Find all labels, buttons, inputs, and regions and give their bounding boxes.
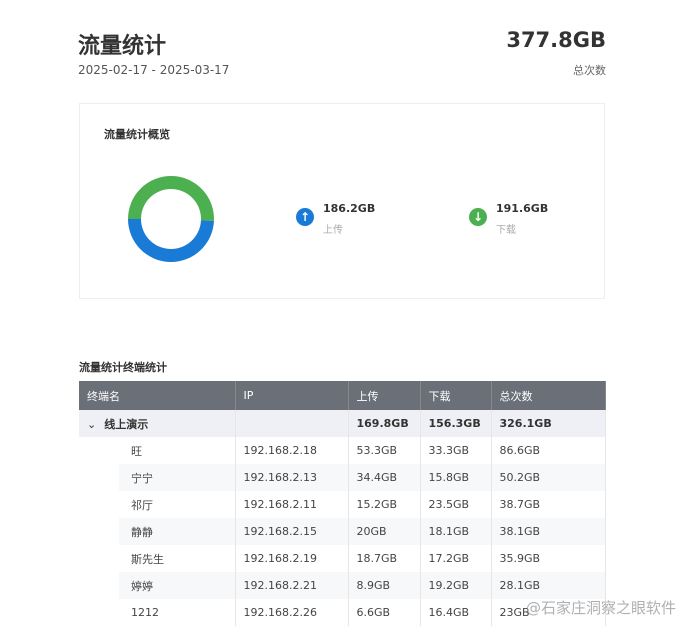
cell-upload: 53.3GB xyxy=(348,437,421,464)
overview-title: 流量统计概览 xyxy=(104,128,170,141)
table-row[interactable]: 宁宁 192.168.2.13 34.4GB 15.8GB 50.2GB xyxy=(79,464,606,491)
donut-segment-upload xyxy=(128,219,214,262)
arrow-up-icon: ↑ xyxy=(296,208,314,226)
chevron-down-icon[interactable]: ⌄ xyxy=(87,417,97,431)
cell-name: 宁宁 xyxy=(79,464,236,491)
cell-total: 23GB xyxy=(491,599,606,626)
donut-segment-download xyxy=(128,175,214,221)
group-download: 156.3GB xyxy=(420,410,492,437)
table-row[interactable]: 斯先生 192.168.2.19 18.7GB 17.2GB 35.9GB xyxy=(79,545,606,572)
group-name: 线上演示 xyxy=(104,417,149,431)
cell-download: 15.8GB xyxy=(420,464,492,491)
download-label: 下载 xyxy=(496,225,516,236)
cell-upload: 6.6GB xyxy=(348,599,421,626)
cell-total: 38.7GB xyxy=(491,491,606,518)
cell-name: 旺 xyxy=(79,437,236,464)
cell-ip: 192.168.2.26 xyxy=(235,599,349,626)
date-range: 2025-02-17 - 2025-03-17 xyxy=(78,63,230,77)
cell-download: 19.2GB xyxy=(420,572,492,599)
cell-ip: 192.168.2.21 xyxy=(235,572,349,599)
table-row[interactable]: 婷婷 192.168.2.21 8.9GB 19.2GB 28.1GB xyxy=(79,572,606,599)
cell-download: 17.2GB xyxy=(420,545,492,572)
total-label: 总次数 xyxy=(573,64,606,77)
cell-download: 16.4GB xyxy=(420,599,492,626)
table-title: 流量统计终端统计 xyxy=(79,361,167,374)
cell-ip: 192.168.2.19 xyxy=(235,545,349,572)
total-value: 377.8GB xyxy=(506,28,606,52)
cell-total: 28.1GB xyxy=(491,572,606,599)
cell-total: 50.2GB xyxy=(491,464,606,491)
arrow-down-icon: ↓ xyxy=(469,208,487,226)
cell-upload: 18.7GB xyxy=(348,545,421,572)
group-row[interactable]: ⌄ 线上演示 169.8GB 156.3GB 326.1GB xyxy=(79,410,606,437)
upload-stat: ↑ 186.2GB 上传 xyxy=(296,202,375,236)
upload-value: 186.2GB xyxy=(323,202,376,215)
cell-upload: 15.2GB xyxy=(348,491,421,518)
cell-download: 33.3GB xyxy=(420,437,492,464)
col-header-upload[interactable]: 上传 xyxy=(348,381,421,410)
table-row[interactable]: 祁厅 192.168.2.11 15.2GB 23.5GB 38.7GB xyxy=(79,491,606,518)
col-header-download[interactable]: 下载 xyxy=(420,381,492,410)
page-title: 流量统计 xyxy=(78,34,167,59)
cell-ip: 192.168.2.11 xyxy=(235,491,349,518)
cell-total: 86.6GB xyxy=(491,437,606,464)
cell-upload: 8.9GB xyxy=(348,572,421,599)
cell-ip: 192.168.2.18 xyxy=(235,437,349,464)
cell-total: 38.1GB xyxy=(491,518,606,545)
download-stat: ↓ 191.6GB 下载 xyxy=(469,202,548,236)
col-header-ip[interactable]: IP xyxy=(235,381,349,410)
cell-upload: 34.4GB xyxy=(348,464,421,491)
col-header-total[interactable]: 总次数 xyxy=(491,381,606,410)
table-row[interactable]: 静静 192.168.2.15 20GB 18.1GB 38.1GB xyxy=(79,518,606,545)
terminal-traffic-table: 终端名 IP 上传 下载 总次数 ⌄ 线上演示 169.8GB 156.3GB 3… xyxy=(79,381,606,626)
cell-ip: 192.168.2.13 xyxy=(235,464,349,491)
group-total: 326.1GB xyxy=(491,410,606,437)
cell-download: 23.5GB xyxy=(420,491,492,518)
cell-name: 婷婷 xyxy=(79,572,236,599)
group-upload: 169.8GB xyxy=(348,410,421,437)
watermark: @石家庄洞察之眼软件 xyxy=(525,599,676,617)
group-ip xyxy=(235,410,349,437)
table-row[interactable]: 1212 192.168.2.26 6.6GB 16.4GB 23GB xyxy=(79,599,606,626)
table-header-row: 终端名 IP 上传 下载 总次数 xyxy=(79,381,606,410)
cell-total: 35.9GB xyxy=(491,545,606,572)
traffic-donut-chart xyxy=(128,175,214,262)
table-row[interactable]: 旺 192.168.2.18 53.3GB 33.3GB 86.6GB xyxy=(79,437,606,464)
cell-name: 斯先生 xyxy=(79,545,236,572)
cell-name: 祁厅 xyxy=(79,491,236,518)
cell-ip: 192.168.2.15 xyxy=(235,518,349,545)
cell-upload: 20GB xyxy=(348,518,421,545)
overview-card: 流量统计概览 ↑ 186.2GB 上传 ↓ 191.6GB 下载 xyxy=(79,103,605,299)
cell-name: 1212 xyxy=(79,599,236,626)
download-value: 191.6GB xyxy=(496,202,549,215)
col-header-name[interactable]: 终端名 xyxy=(79,381,236,410)
cell-name: 静静 xyxy=(79,518,236,545)
upload-label: 上传 xyxy=(323,225,343,236)
cell-download: 18.1GB xyxy=(420,518,492,545)
